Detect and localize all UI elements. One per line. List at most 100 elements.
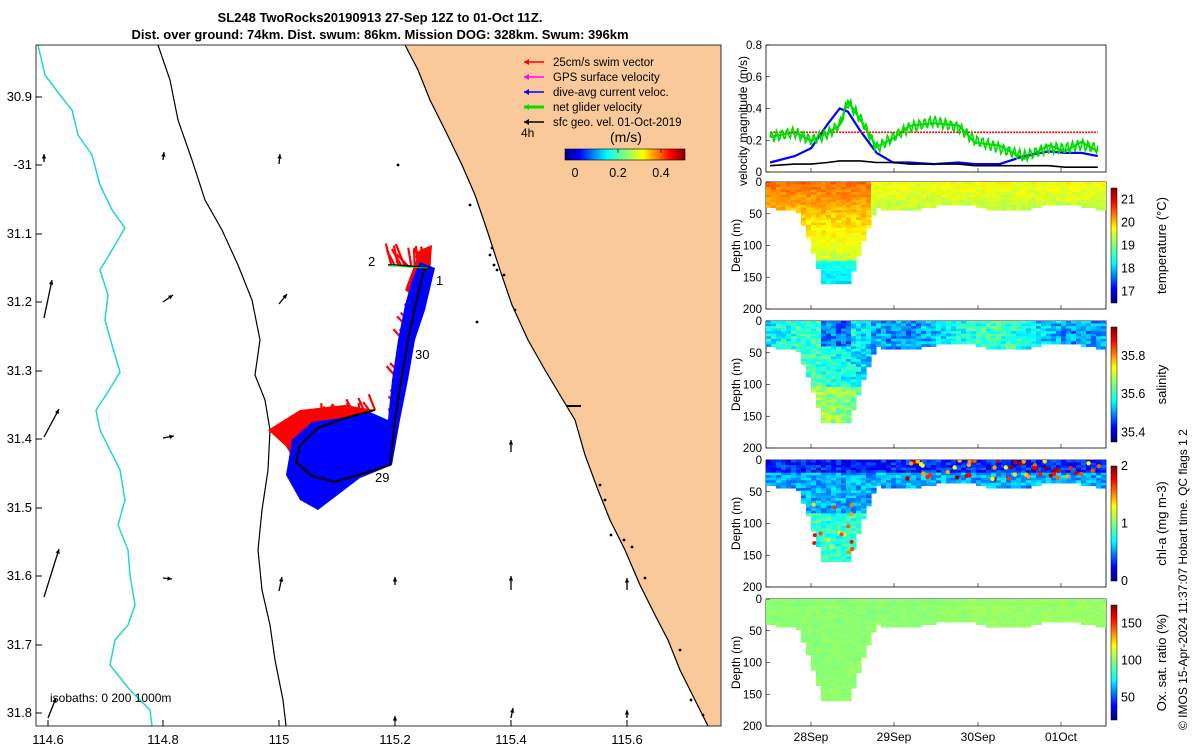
section-cell: [1021, 331, 1027, 335]
section-cell: [1066, 184, 1072, 188]
section-cell: [791, 619, 797, 623]
section-cell: [861, 614, 867, 618]
section-cell: [996, 614, 1002, 618]
section-cell: [1091, 341, 1097, 345]
section-cell: [806, 204, 812, 208]
section-cell: [886, 462, 892, 466]
section-cell: [931, 614, 937, 618]
section-cell: [901, 323, 907, 327]
section-cell: [856, 242, 862, 247]
section-cell: [966, 609, 972, 613]
section-cell: [841, 384, 847, 388]
section-cell: [846, 230, 852, 234]
chl-deep-dot: [846, 550, 851, 555]
section-cell: [876, 462, 882, 466]
section-cell: [846, 394, 852, 398]
section-cell: [786, 189, 792, 193]
section-cell: [1011, 343, 1017, 347]
section-cell: [811, 199, 817, 203]
section-cell: [851, 480, 857, 484]
section-cell: [786, 192, 792, 196]
section-cell: [811, 647, 817, 651]
section-cell: [866, 189, 872, 193]
section-cell: [1061, 601, 1067, 605]
section-cell: [856, 523, 862, 527]
section-cell: [921, 621, 927, 625]
section-cell: [1031, 187, 1037, 191]
chl-surface-dot: [908, 461, 914, 466]
section-cell: [841, 634, 847, 638]
section-cell: [901, 460, 907, 464]
section-cell: [1066, 326, 1072, 330]
section-cell: [851, 470, 857, 474]
section-cell: [821, 665, 827, 669]
section-cell: [816, 652, 822, 656]
chl-surface-dot: [992, 465, 997, 470]
section-cell: [1016, 326, 1022, 330]
section-cell: [831, 665, 837, 669]
section-cell: [901, 606, 907, 610]
section-cell: [891, 616, 897, 620]
section-cell: [856, 508, 862, 512]
section-cell: [821, 351, 827, 355]
section-cell: [826, 258, 832, 262]
section-cell: [841, 225, 847, 229]
section-cell: [781, 465, 787, 469]
section-cell: [831, 498, 837, 502]
section-cell: [1086, 470, 1092, 474]
section-cell: [991, 331, 997, 335]
section-cell: [816, 232, 822, 236]
section-cell: [826, 389, 832, 393]
section-cell: [891, 199, 897, 203]
section-cell: [766, 465, 772, 469]
section-cell: [841, 220, 847, 224]
section-cell: [856, 639, 862, 643]
section-cell: [831, 639, 837, 643]
section-cell: [1036, 460, 1042, 464]
section-cell: [881, 187, 887, 191]
section-cell: [816, 248, 822, 252]
section-cell: [841, 361, 847, 365]
section-cell: [896, 609, 902, 613]
section-cell: [841, 460, 847, 464]
section-cell: [956, 480, 962, 484]
section-cell: [1006, 333, 1012, 337]
section-cell: [786, 477, 792, 481]
section-cell: [766, 599, 772, 603]
section-cell: [776, 321, 782, 325]
section-cell: [1016, 321, 1022, 325]
section-cell: [1086, 187, 1092, 191]
isobath-1000m: [37, 45, 153, 726]
section-cell: [826, 265, 832, 269]
section-cell: [821, 687, 827, 692]
section-cell: [986, 616, 992, 620]
section-cell: [866, 343, 872, 347]
section-cell: [1031, 202, 1037, 206]
section-cell: [801, 599, 807, 603]
section-cell: [831, 495, 837, 499]
section-cell: [766, 343, 772, 347]
section-cell: [1021, 470, 1027, 474]
section-cell: [981, 197, 987, 201]
section-cell: [811, 528, 817, 532]
section-cell: [861, 237, 867, 242]
section-cell: [911, 614, 917, 618]
section-cell: [1086, 328, 1092, 332]
section-cell: [1006, 606, 1012, 610]
section-cell: [861, 323, 867, 327]
section-cell: [831, 493, 837, 497]
section-cell: [851, 227, 857, 231]
section-cell: [826, 412, 832, 416]
section-cell: [831, 611, 837, 615]
section-cell: [846, 182, 852, 186]
section-cell: [776, 204, 782, 208]
section-cell: [836, 273, 842, 277]
section-cell: [1036, 187, 1042, 191]
section-cell: [966, 614, 972, 618]
islet: [468, 203, 472, 207]
section-cell: [771, 326, 777, 330]
section-cell: [1021, 207, 1027, 211]
chl-surface-dot: [1055, 475, 1060, 481]
velocity-y-tick-label: 0.8: [746, 40, 762, 52]
section-cell: [851, 490, 857, 494]
